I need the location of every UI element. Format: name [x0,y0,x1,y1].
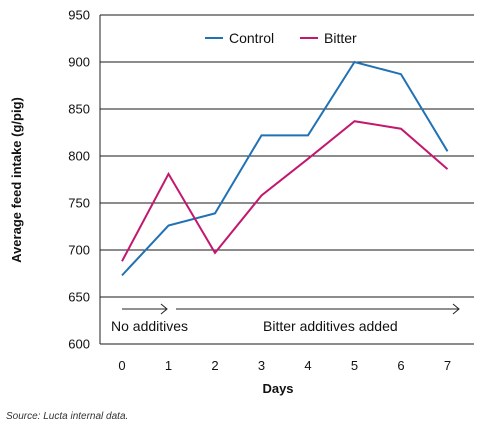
annotation-bitter-additives: Bitter additives added [263,318,398,334]
legend-label-control: Control [229,30,274,46]
y-tick-label: 600 [68,337,90,352]
x-tick-label: 2 [211,358,218,373]
series-line-control [121,60,449,277]
y-axis-title: Average feed intake (g/pig) [9,97,24,263]
arrowhead-bitter-additives [452,303,460,315]
y-tick-labels: 600 650 700 750 800 850 900 950 [68,8,90,352]
annotation-arrows: No additives Bitter additives added [111,303,460,334]
annotation-no-additives: No additives [111,318,188,334]
gridlines [100,14,474,345]
series-line-bitter [121,120,449,262]
x-tick-label: 7 [444,358,451,373]
arrowhead-no-additives [160,303,168,315]
legend: Control Bitter [205,30,357,46]
x-tick-labels: 0 1 2 3 4 5 6 7 [118,358,451,373]
y-tick-label: 750 [68,196,90,211]
y-tick-label: 900 [68,55,90,70]
x-tick-label: 1 [165,358,172,373]
x-tick-label: 4 [304,358,311,373]
x-tick-label: 6 [397,358,404,373]
series-lines [121,60,449,277]
y-tick-label: 700 [68,243,90,258]
x-tick-label: 3 [258,358,265,373]
x-tick-label: 0 [118,358,125,373]
x-tick-label: 5 [351,358,358,373]
y-tick-label: 850 [68,102,90,117]
legend-label-bitter: Bitter [324,30,357,46]
y-tick-label: 800 [68,149,90,164]
x-axis-title: Days [262,381,293,396]
y-tick-label: 650 [68,290,90,305]
y-tick-label: 950 [68,8,90,23]
source-note: Source: Lucta internal data. [6,411,129,422]
